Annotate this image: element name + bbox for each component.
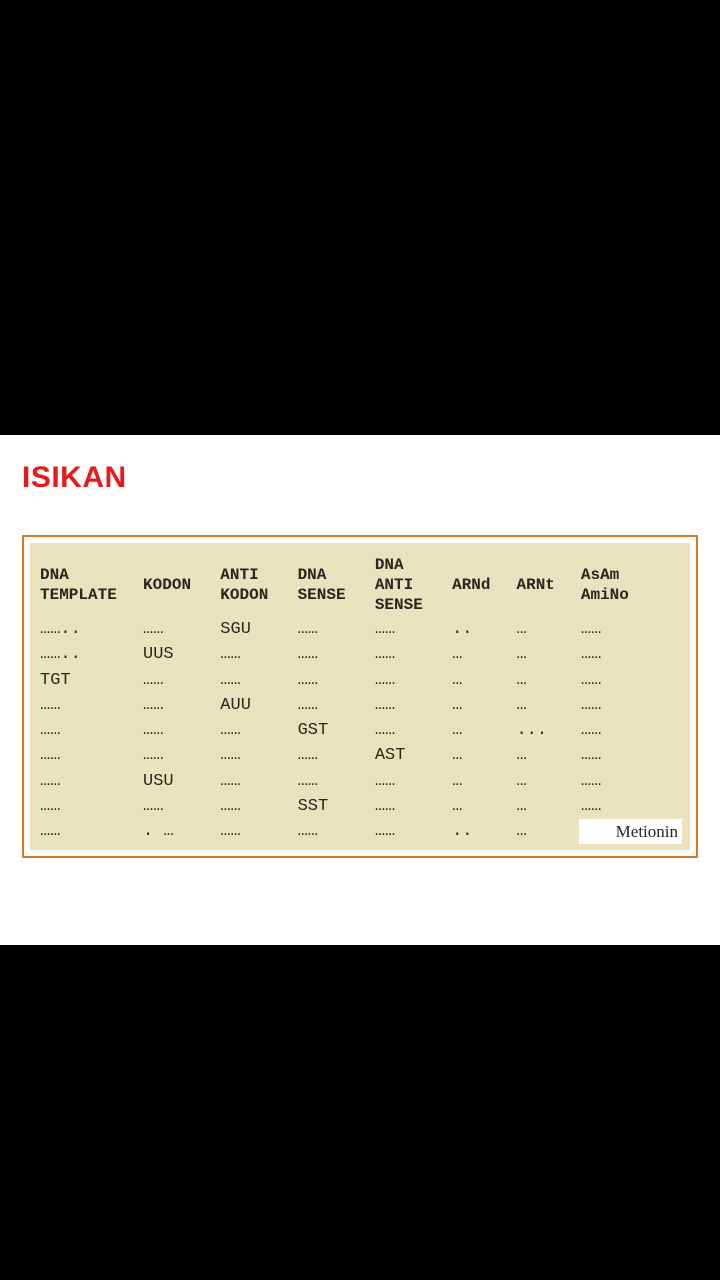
cell: …… (296, 693, 373, 718)
cell: … (514, 642, 578, 667)
col-arnt: ARNt (514, 553, 578, 617)
page-title: ISIKAN (22, 461, 698, 495)
table-body: ……..……SGU…………..……………..UUS…………………………TGT……… (38, 617, 682, 844)
cell: …… (38, 693, 141, 718)
cell: …… (296, 819, 373, 844)
cell: …… (296, 769, 373, 794)
col-anti-kodon: ANTIKODON (218, 553, 295, 617)
cell: …… (579, 693, 682, 718)
dna-table: DNATEMPLATE KODON ANTIKODON DNASENSE DNA… (38, 553, 682, 844)
table-header-row: DNATEMPLATE KODON ANTIKODON DNASENSE DNA… (38, 553, 682, 617)
cell: … (514, 743, 578, 768)
cell: …… (579, 668, 682, 693)
cell: …… (579, 718, 682, 743)
cell: .. (450, 819, 514, 844)
cell: .. (450, 617, 514, 642)
cell: …… (373, 642, 450, 667)
cell: … (514, 819, 578, 844)
cell: SST (296, 794, 373, 819)
cell: …… (141, 668, 218, 693)
cell: Metionin (579, 819, 682, 844)
table-row: ……. …………………..…Metionin (38, 819, 682, 844)
cell: …… (38, 794, 141, 819)
cell: … (514, 769, 578, 794)
cell: GST (296, 718, 373, 743)
cell: …… (579, 642, 682, 667)
cell: …… (373, 794, 450, 819)
content-band: ISIKAN DNATEMPLATE KODON ANTIKODON DNASE… (0, 435, 720, 945)
cell: … (450, 718, 514, 743)
table-row: ……USU………………………… (38, 769, 682, 794)
col-asam-amino: AsAmAmiNo (579, 553, 682, 617)
col-dna-anti-sense: DNAANTISENSE (373, 553, 450, 617)
col-arnd: ARNd (450, 553, 514, 617)
cell: …… (373, 668, 450, 693)
table-row: …………AUU…………………… (38, 693, 682, 718)
cell: …… (373, 693, 450, 718)
table-row: ……………………AST………… (38, 743, 682, 768)
cell: … (450, 743, 514, 768)
cell: …… (218, 743, 295, 768)
cell: …… (141, 693, 218, 718)
cell: …… (218, 819, 295, 844)
cell: …… (141, 718, 218, 743)
cell: …… (38, 819, 141, 844)
col-kodon: KODON (141, 553, 218, 617)
cell: …… (38, 743, 141, 768)
cell: …… (296, 617, 373, 642)
cell: TGT (38, 668, 141, 693)
cell: ... (514, 718, 578, 743)
cell: …… (579, 769, 682, 794)
cell: …… (579, 617, 682, 642)
cell: …… (141, 743, 218, 768)
cell: …….. (38, 642, 141, 667)
cell: …… (218, 668, 295, 693)
cell: …… (579, 794, 682, 819)
cell: …… (296, 642, 373, 667)
cell: AUU (218, 693, 295, 718)
cell: …… (296, 668, 373, 693)
cell: …… (38, 718, 141, 743)
cell: … (514, 617, 578, 642)
cell: UUS (141, 642, 218, 667)
table-paper: DNATEMPLATE KODON ANTIKODON DNASENSE DNA… (30, 543, 690, 850)
cell: … (450, 769, 514, 794)
cell: … (450, 794, 514, 819)
cell: AST (373, 743, 450, 768)
cell: …… (373, 819, 450, 844)
cell: … (514, 668, 578, 693)
cell: …… (218, 794, 295, 819)
cell: … (514, 693, 578, 718)
cell: …… (38, 769, 141, 794)
col-dna-sense: DNASENSE (296, 553, 373, 617)
cell: …… (218, 769, 295, 794)
cell: …… (296, 743, 373, 768)
cell: …… (141, 794, 218, 819)
table-row: ………………GST………...…… (38, 718, 682, 743)
cell: …… (579, 743, 682, 768)
cell: SGU (218, 617, 295, 642)
cell: … (450, 693, 514, 718)
table-row: ………………SST……………… (38, 794, 682, 819)
table-row: ……..……SGU…………..……… (38, 617, 682, 642)
cell: . … (141, 819, 218, 844)
col-dna-template: DNATEMPLATE (38, 553, 141, 617)
cell: …… (373, 617, 450, 642)
cell: … (514, 794, 578, 819)
cell: …… (373, 769, 450, 794)
cell: …….. (38, 617, 141, 642)
cell: …… (218, 642, 295, 667)
cell: …… (141, 617, 218, 642)
table-row: ……..UUS………………………… (38, 642, 682, 667)
cell: … (450, 642, 514, 667)
cell: USU (141, 769, 218, 794)
table-frame: DNATEMPLATE KODON ANTIKODON DNASENSE DNA… (22, 535, 698, 858)
table-row: TGT……………………………… (38, 668, 682, 693)
cell: …… (218, 718, 295, 743)
cell: …… (373, 718, 450, 743)
cell: … (450, 668, 514, 693)
